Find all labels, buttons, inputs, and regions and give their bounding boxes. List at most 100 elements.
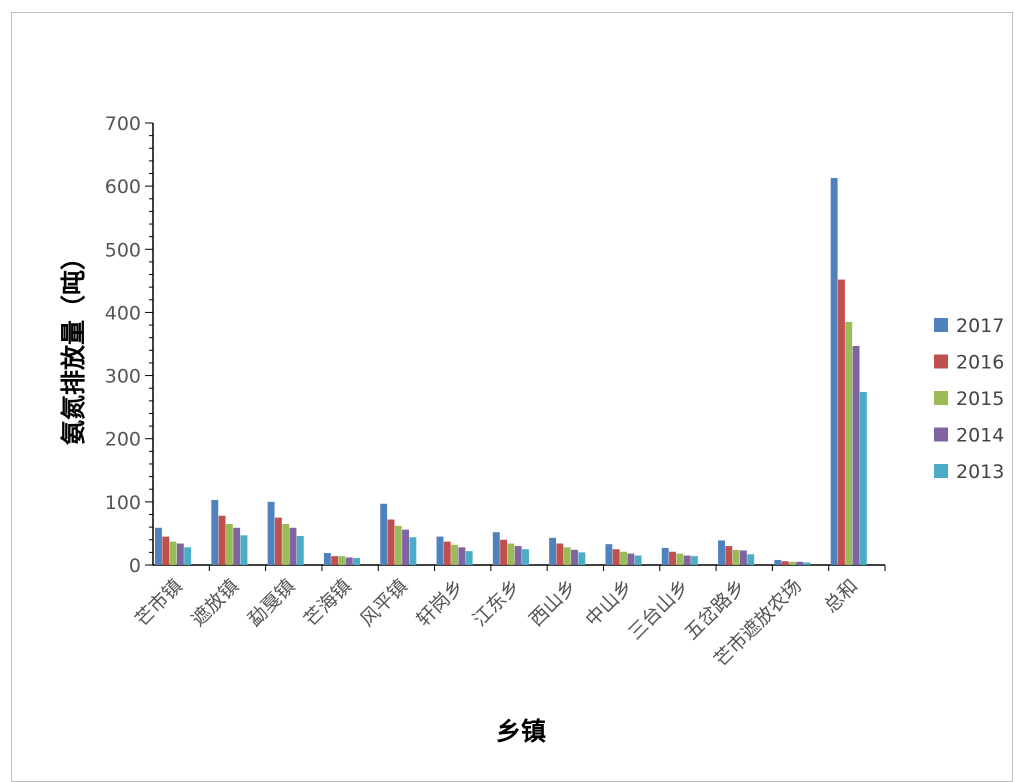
plot-layer: 0 100 200 300 400 500 600 700 芒市镇 遮放镇 勐戛镇 芒海镇 风平镇 轩岗乡… — [105, 113, 886, 671]
bar-2013 — [296, 535, 304, 565]
legend-label: 2013 — [956, 461, 1004, 483]
bar-2014 — [514, 546, 522, 565]
bar-2013 — [690, 556, 698, 565]
bar-2015 — [507, 543, 515, 565]
bar-2015 — [788, 561, 796, 565]
bar-2014 — [233, 527, 241, 565]
bar-2014 — [683, 555, 691, 565]
bar-2015 — [620, 551, 627, 565]
bar-2017 — [323, 553, 331, 565]
bar-2013 — [634, 555, 642, 565]
x-tick-label: 风平镇 — [356, 575, 412, 631]
bar-2017 — [718, 540, 725, 565]
bar-2017 — [774, 559, 782, 565]
y-tick-label: 700 — [105, 113, 141, 135]
x-tick-label: 遮放镇 — [187, 575, 243, 631]
legend-swatch — [934, 318, 948, 332]
legend-label: 2016 — [956, 352, 1004, 374]
bar-2014 — [571, 549, 578, 565]
bar-2016 — [669, 551, 676, 565]
x-tick-label: 中山乡 — [581, 575, 637, 631]
y-tick-label: 500 — [105, 239, 141, 261]
bar-2016 — [387, 519, 395, 565]
bar-2017 — [211, 499, 219, 565]
x-tick-label: 芒海镇 — [300, 575, 356, 631]
bar-2015 — [338, 556, 346, 565]
y-tick-label: 200 — [105, 429, 141, 451]
bar-2017 — [436, 536, 444, 565]
bar-2016 — [443, 541, 451, 565]
bar-2015 — [732, 549, 740, 565]
bar-2013 — [184, 547, 192, 565]
x-tick-label: 总和 — [820, 575, 862, 617]
bar-2014 — [402, 529, 410, 565]
legend-swatch — [934, 427, 948, 442]
legend: 2017 2016 2015 2014 2013 — [934, 315, 1004, 483]
bar-2015 — [845, 321, 853, 565]
x-tick-label: 西山乡 — [525, 575, 581, 631]
bar-2013 — [859, 391, 867, 565]
bar-2017 — [830, 177, 838, 565]
bar-2013 — [522, 549, 529, 565]
bar-2016 — [725, 546, 733, 565]
bar-2017 — [155, 527, 162, 565]
y-tick-label: 100 — [105, 492, 141, 514]
legend-label: 2017 — [956, 315, 1004, 337]
bar-2015 — [676, 553, 684, 565]
bar-2013 — [465, 551, 473, 565]
bar-2015 — [394, 525, 402, 565]
y-tick-label: 600 — [105, 176, 141, 198]
x-tick-label: 三台山乡 — [624, 575, 693, 644]
bar-2014 — [345, 557, 353, 565]
bar-2017 — [661, 547, 669, 565]
bar-2016 — [781, 561, 789, 565]
bar-2014 — [627, 553, 635, 565]
legend-label: 2015 — [956, 388, 1004, 410]
y-axis-label: 氨氮排放量（吨） — [59, 245, 88, 445]
bar-2017 — [492, 532, 500, 565]
bar-2015 — [563, 547, 571, 565]
bar-2016 — [837, 279, 845, 565]
bar-2013 — [353, 558, 361, 565]
y-tick-label: 0 — [129, 555, 141, 577]
legend-swatch — [934, 354, 948, 369]
bar-2016 — [500, 539, 508, 565]
bar-2014 — [852, 345, 860, 565]
bar-2017 — [549, 537, 557, 565]
x-tick-label: 江东乡 — [469, 575, 525, 631]
bar-2013 — [747, 554, 755, 565]
bar-2017 — [605, 544, 613, 565]
bar-2015 — [282, 523, 290, 565]
bar-2016 — [274, 517, 282, 565]
bar-2016 — [556, 543, 564, 565]
bar-2016 — [162, 536, 170, 565]
bar-2014 — [796, 561, 804, 565]
legend-label: 2014 — [956, 425, 1004, 447]
y-tick-label: 400 — [105, 302, 141, 324]
bar-2014 — [289, 527, 297, 565]
x-tick-label: 芒市镇 — [131, 575, 187, 631]
bar-2015 — [169, 541, 177, 565]
bar-2015 — [225, 523, 233, 565]
bar-2013 — [409, 537, 417, 565]
bar-2014 — [739, 550, 747, 565]
bar-2017 — [267, 501, 275, 565]
bar-2016 — [612, 549, 620, 565]
bar-2014 — [176, 543, 184, 565]
bar-2014 — [458, 547, 466, 565]
x-axis-label: 乡镇 — [496, 717, 546, 746]
legend-swatch — [934, 464, 948, 478]
legend-swatch — [934, 391, 948, 405]
bar-2013 — [803, 562, 811, 565]
x-tick-label: 勐戛镇 — [244, 575, 300, 631]
bar-2013 — [240, 535, 248, 565]
bar-2016 — [331, 556, 339, 565]
x-tick-label: 轩岗乡 — [412, 575, 468, 631]
bar-2016 — [218, 515, 226, 565]
y-tick-label: 300 — [105, 366, 141, 388]
bar-2015 — [451, 544, 459, 565]
bar-2013 — [578, 552, 586, 565]
bar-2017 — [380, 503, 388, 565]
